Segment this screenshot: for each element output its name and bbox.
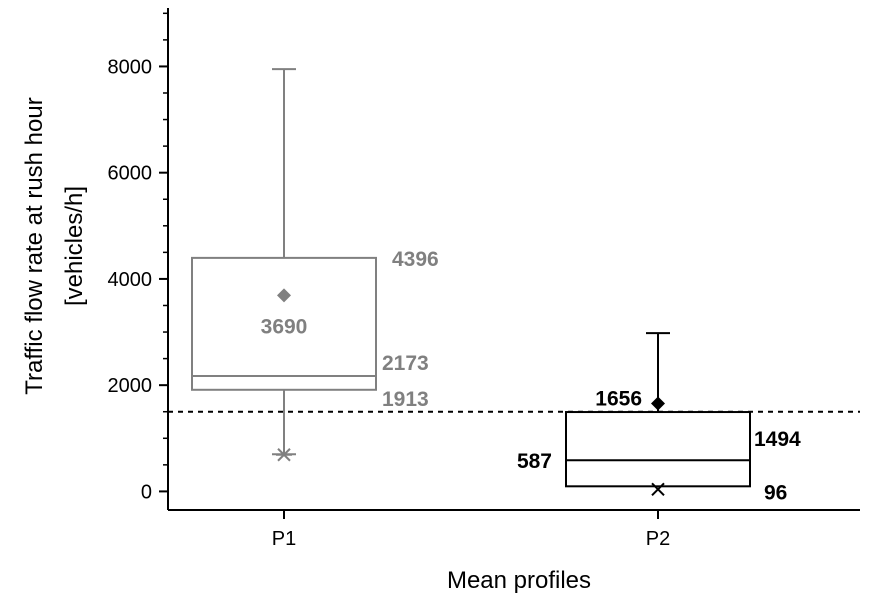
mean-label: 3690 <box>261 315 308 338</box>
q3-label: 4396 <box>392 248 439 271</box>
box-p1: 4396 3690 2173 1913 <box>191 68 439 462</box>
mean-label: 1656 <box>595 387 642 410</box>
iqr-box <box>191 256 377 391</box>
q3-label: 1494 <box>754 428 801 451</box>
box-series: 4396 3690 2173 1913 1656 1494 587 96 <box>191 68 801 504</box>
y-tick-label: 8000 <box>108 56 153 78</box>
x-tick-label: P2 <box>646 528 670 550</box>
median-label: 2173 <box>382 352 429 375</box>
y-tick-label: 2000 <box>108 375 153 397</box>
y-axis-title-line1: Traffic flow rate at rush hour <box>21 97 48 394</box>
iqr-box <box>565 411 751 488</box>
y-tick-label: 0 <box>141 481 152 503</box>
q1-label: 96 <box>764 481 787 504</box>
min-marker-stroke-2 <box>651 482 665 496</box>
q1-label: 1913 <box>382 388 429 411</box>
median-label: 587 <box>517 450 552 473</box>
mean-marker <box>277 288 291 303</box>
mean-marker <box>651 396 665 411</box>
box-p2: 1656 1494 587 96 <box>517 332 801 504</box>
x-tick-label: P1 <box>272 528 296 550</box>
axes: 0 2000 4000 6000 8000 P1 P2 <box>108 8 860 550</box>
x-axis-title: Mean profiles <box>447 567 591 594</box>
y-tick-label: 4000 <box>108 269 153 291</box>
y-axis-title-line2: [vehicles/h] <box>61 186 88 306</box>
y-tick-label: 6000 <box>108 163 153 185</box>
